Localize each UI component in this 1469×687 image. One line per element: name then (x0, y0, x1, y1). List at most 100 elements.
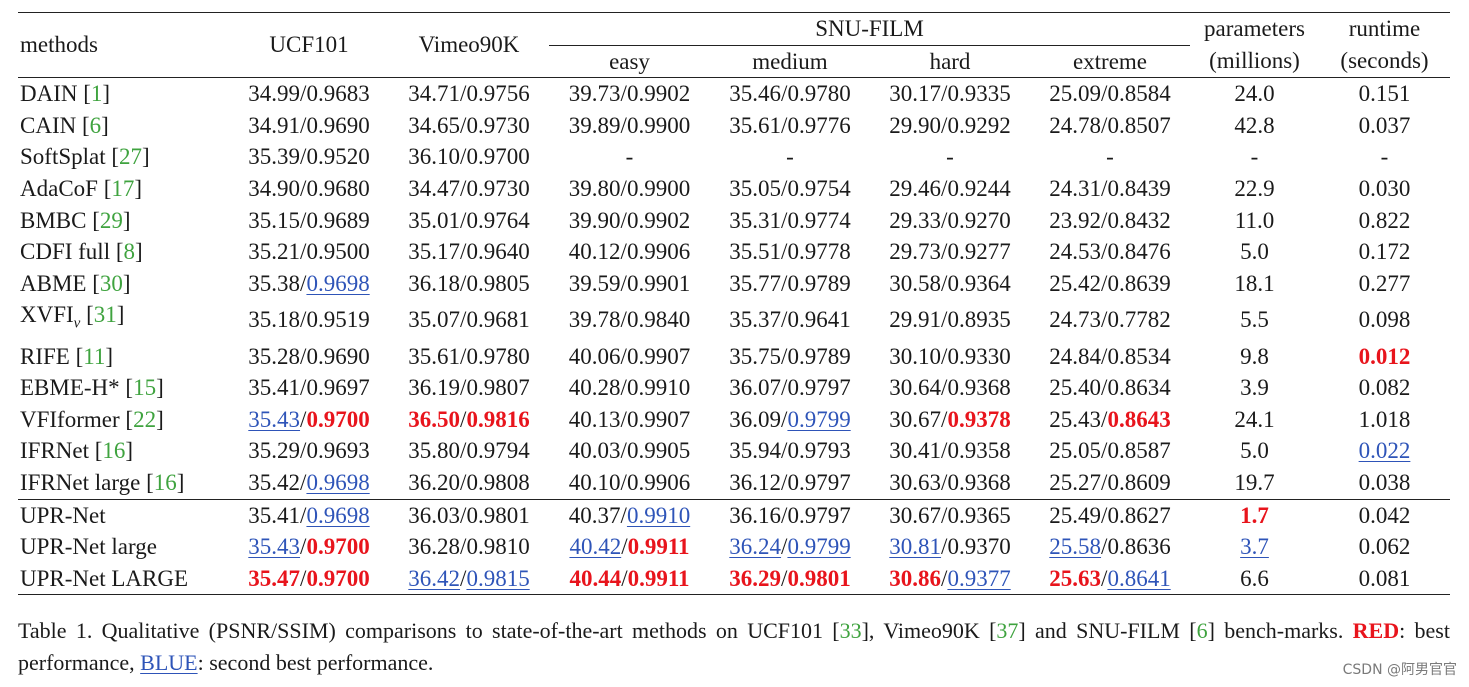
ssim-value: 0.9698 (306, 270, 370, 296)
parameters-cell: 9.8 (1190, 341, 1319, 373)
header-hard: hard (870, 45, 1030, 79)
citation-link[interactable]: 8 (123, 239, 136, 265)
citation-link[interactable]: 17 (111, 175, 135, 201)
ssim-value: 0.8935 (947, 307, 1011, 333)
parameters-value: - (1250, 144, 1259, 170)
slash: / (781, 469, 788, 495)
slash: / (620, 81, 627, 107)
citation-link[interactable]: 27 (119, 144, 143, 170)
ssim-value: 0.9797 (787, 375, 851, 401)
psnr-value: 35.15 (248, 207, 301, 233)
table-row: AdaCoF [17] 34.90/0.9680 34.47/0.9730 39.80… (18, 173, 1450, 205)
ssim-value: 0.9700 (306, 406, 370, 432)
vimeo-cell: 34.65/0.9730 (389, 110, 549, 142)
parameters-value: 6.6 (1240, 565, 1269, 591)
caption-text: : second best performance. (197, 650, 434, 675)
slash: / (941, 81, 948, 107)
runtime-value: 0.012 (1358, 343, 1411, 369)
ssim-value: 0.8439 (1107, 175, 1171, 201)
psnr-value: 35.05 (729, 175, 782, 201)
psnr-value: 30.41 (889, 438, 942, 464)
bracket-open: [ (94, 438, 103, 464)
psnr-value: 35.38 (248, 270, 301, 296)
slash: / (621, 534, 628, 560)
psnr-value: 25.63 (1049, 565, 1102, 591)
parameters-cell: 24.1 (1190, 404, 1319, 436)
bracket-close: ] (176, 469, 185, 495)
bracket-close: ] (105, 343, 114, 369)
header-medium: medium (710, 45, 870, 79)
bracket-close: ] (142, 144, 150, 170)
header-runtime-unit: (seconds) (1319, 45, 1450, 79)
psnr-value: 36.09 (729, 406, 782, 432)
method-name: SoftSplat (20, 144, 106, 170)
citation-link[interactable]: 31 (93, 302, 117, 328)
vimeo-cell: 36.18/0.9805 (389, 268, 549, 300)
psnr-value: 25.09 (1049, 81, 1102, 107)
runtime-value: 0.151 (1358, 81, 1411, 107)
caption-ref[interactable]: 37 (996, 618, 1019, 643)
extreme-cell: 24.78/0.8507 (1030, 110, 1190, 142)
method-cell: VFIformer [22] (18, 404, 229, 436)
caption-text: ] and SNU-FILM [ (1018, 618, 1197, 643)
psnr-value: 40.10 (568, 469, 621, 495)
citation-link[interactable]: 30 (99, 270, 123, 296)
ucf-cell: 35.43/0.9700 (229, 531, 389, 563)
ssim-value: 0.9730 (466, 175, 530, 201)
psnr-value: 24.84 (1049, 343, 1102, 369)
caption-ref[interactable]: 33 (839, 618, 862, 643)
psnr-value: 35.43 (248, 534, 301, 560)
citation-link[interactable]: 16 (153, 469, 177, 495)
citation-link[interactable]: 29 (99, 207, 123, 233)
ssim-value: 0.9907 (626, 406, 691, 432)
psnr-value: 34.99 (248, 81, 301, 107)
psnr-value: 25.40 (1049, 375, 1102, 401)
ssim-value: 0.9911 (627, 534, 690, 560)
citation-link[interactable]: 22 (133, 406, 157, 432)
extreme-cell: 25.40/0.8634 (1030, 372, 1190, 404)
slash: / (781, 112, 788, 138)
ssim-value: 0.9690 (306, 112, 370, 138)
medium-cell: 36.16/0.9797 (710, 498, 870, 532)
slash: / (1101, 307, 1108, 333)
slash: / (941, 502, 948, 528)
ssim-value: 0.9810 (466, 534, 530, 560)
slash: / (300, 406, 307, 432)
extreme-cell: 25.09/0.8584 (1030, 78, 1190, 110)
citation-link[interactable]: 6 (89, 112, 102, 138)
bracket-close: ] (101, 112, 109, 138)
slash: / (941, 343, 948, 369)
medium-cell: 35.37/0.9641 (710, 299, 870, 340)
parameters-value: 3.7 (1240, 534, 1269, 560)
runtime-value: 0.030 (1358, 175, 1411, 201)
ucf-cell: 34.90/0.9680 (229, 173, 389, 205)
easy-cell: 40.37/0.9910 (549, 498, 710, 532)
slash: / (941, 270, 948, 296)
ssim-value: 0.9335 (947, 81, 1011, 107)
citation-link[interactable]: 1 (90, 81, 103, 107)
slash: / (300, 307, 307, 333)
ssim-value: 0.9905 (626, 438, 691, 464)
slash: / (620, 375, 627, 401)
slash: / (460, 239, 467, 265)
citation-link[interactable]: 15 (133, 375, 157, 401)
citation-link[interactable]: 16 (102, 438, 126, 464)
slash: / (620, 112, 627, 138)
psnr-value: 29.90 (889, 112, 942, 138)
runtime-cell: - (1319, 141, 1450, 173)
header-snu-film: SNU-FILM (549, 12, 1190, 46)
slash: / (300, 438, 307, 464)
runtime-value: 0.022 (1358, 438, 1411, 464)
runtime-cell: 0.172 (1319, 236, 1450, 268)
easy-cell: 40.06/0.9907 (549, 341, 710, 373)
psnr-value: 36.12 (729, 469, 782, 495)
slash: / (1101, 375, 1108, 401)
citation-link[interactable]: 11 (83, 343, 106, 369)
ssim-value: 0.9805 (466, 270, 530, 296)
method-cell: CAIN [6] (18, 110, 229, 142)
caption-ref[interactable]: 6 (1196, 618, 1208, 643)
table-body: DAIN [1] 34.99/0.9683 34.71/0.9756 39.73/0.… (18, 78, 1450, 596)
results-table: methods UCF101 Vimeo90K SNU-FILM paramet… (18, 11, 1450, 596)
bracket-close: ] (116, 302, 125, 328)
method-name: IFRNet large (20, 469, 147, 495)
